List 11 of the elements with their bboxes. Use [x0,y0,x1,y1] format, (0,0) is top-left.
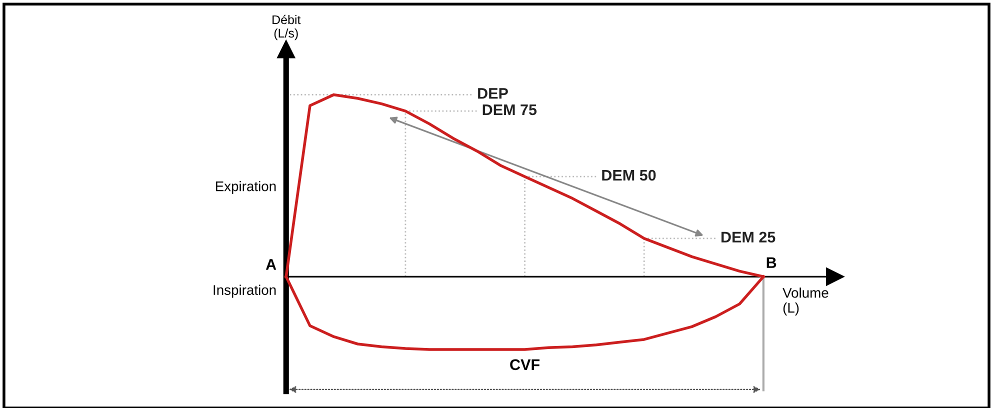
ref-line-label: DEP [478,88,508,99]
y-axis-title: Débit (L/s) [272,14,301,40]
annotation: B [766,257,776,268]
annotation: Expiration [216,181,276,194]
text: CVF [510,359,540,370]
x-axis-title: Volume (L) [782,288,828,316]
annotation: A [266,259,276,270]
ref-line-label: DEM 50 [602,170,656,181]
ref-line-label: DEM 25 [722,232,776,243]
ref-line-label: DEM 75 [482,104,537,116]
annotation: Inspiration [214,284,276,298]
